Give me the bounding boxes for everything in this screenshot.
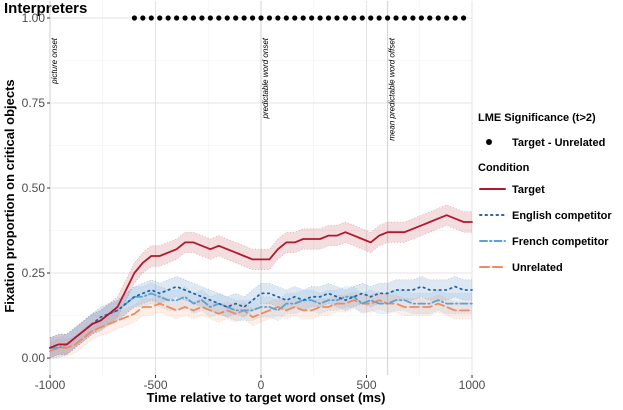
significance-dot xyxy=(300,15,306,21)
legend-significance-title: LME Significance (t>2) xyxy=(478,112,596,124)
legend-significance-label: Target - Unrelated xyxy=(512,137,605,149)
significance-dot xyxy=(157,15,163,21)
x-tick-label: 500 xyxy=(356,378,376,392)
legend-condition-items: Target English competitor French competito… xyxy=(479,184,612,274)
x-tick-label: -1000 xyxy=(35,378,66,392)
significance-dot xyxy=(401,15,408,21)
y-axis-ticks: 0.00 0.25 0.50 0.75 1.00 xyxy=(22,11,50,365)
x-tick-label: -500 xyxy=(143,378,167,392)
significance-dot xyxy=(418,15,424,21)
significance-dot xyxy=(148,15,154,21)
event-annotations: picture onset predictable word onset mean … xyxy=(50,37,397,141)
significance-dot xyxy=(325,15,332,21)
series-lines xyxy=(49,214,473,353)
legend-label-0: Target xyxy=(512,184,545,196)
x-axis-label: Time relative to target word onset (ms) xyxy=(147,390,386,405)
significance-dot xyxy=(249,15,256,21)
significance-dot xyxy=(258,15,264,21)
significance-dot xyxy=(334,15,340,21)
significance-dot xyxy=(165,15,171,21)
x-tick-label: 1000 xyxy=(459,378,486,392)
y-tick-label: 1.00 xyxy=(22,11,46,25)
significance-dots xyxy=(131,15,467,21)
series-line-0 xyxy=(49,214,473,349)
significance-dot xyxy=(224,15,230,21)
significance-dot xyxy=(359,15,365,21)
significance-dot xyxy=(342,15,348,21)
significance-dot xyxy=(131,15,137,21)
significance-dot xyxy=(182,15,188,21)
band-edge-lower-1 xyxy=(49,296,472,359)
significance-dot xyxy=(317,15,323,21)
band-edge-upper-3 xyxy=(49,291,472,343)
series-line-3 xyxy=(49,299,473,353)
legend-condition-title: Condition xyxy=(478,162,530,174)
significance-dot xyxy=(393,15,399,21)
legend-label-1: English competitor xyxy=(512,210,612,222)
legend: LME Significance (t>2) Target - Unrelate… xyxy=(478,112,612,274)
significance-dot xyxy=(292,15,298,21)
band-edge-lower-0 xyxy=(49,225,472,359)
legend-label-2: French competitor xyxy=(512,236,609,248)
significance-dot xyxy=(190,15,197,21)
significance-dot xyxy=(427,15,433,21)
event-annotation-1: predictable word onset xyxy=(261,37,270,119)
significance-dot xyxy=(444,15,450,21)
significance-dot xyxy=(309,15,315,21)
significance-dot xyxy=(283,15,289,21)
significance-dot xyxy=(207,15,213,21)
band-1 xyxy=(50,276,472,358)
legend-label-3: Unrelated xyxy=(512,262,563,274)
significance-dot xyxy=(376,15,382,21)
significance-dot xyxy=(199,15,205,21)
significance-dot xyxy=(385,15,391,21)
event-annotation-0: picture onset xyxy=(50,37,59,85)
series-line-1 xyxy=(49,285,473,349)
significance-dot xyxy=(241,15,247,21)
x-axis-ticks: -1000 -500 0 500 1000 xyxy=(35,375,486,392)
band-3 xyxy=(50,291,472,360)
event-annotation-2: mean predictable word offset xyxy=(388,37,397,141)
significance-dot xyxy=(140,15,146,21)
band-edge-upper-0 xyxy=(49,204,472,338)
y-tick-label: 0.00 xyxy=(22,351,46,365)
x-tick-label: 0 xyxy=(258,378,265,392)
y-tick-label: 0.75 xyxy=(22,96,46,110)
significance-dot xyxy=(460,15,467,21)
chart-title: Interpreters xyxy=(4,0,87,17)
significance-dot xyxy=(266,15,273,21)
y-tick-label: 0.50 xyxy=(22,181,46,195)
band-edge-lower-3 xyxy=(49,308,472,360)
significance-dot xyxy=(275,15,281,21)
significance-dot xyxy=(435,15,441,21)
legend-significance-dot xyxy=(486,139,492,145)
significance-dot xyxy=(216,15,222,21)
significance-dot xyxy=(174,15,180,21)
significance-dot xyxy=(368,15,374,21)
y-tick-label: 0.25 xyxy=(22,266,46,280)
significance-dot xyxy=(410,15,416,21)
significance-dot xyxy=(452,15,458,21)
y-axis-label: Fixation proportion on critical objects xyxy=(2,79,17,312)
band-0 xyxy=(50,205,472,358)
significance-dot xyxy=(233,15,239,21)
band-edge-upper-1 xyxy=(49,276,472,338)
significance-dot xyxy=(351,15,357,21)
